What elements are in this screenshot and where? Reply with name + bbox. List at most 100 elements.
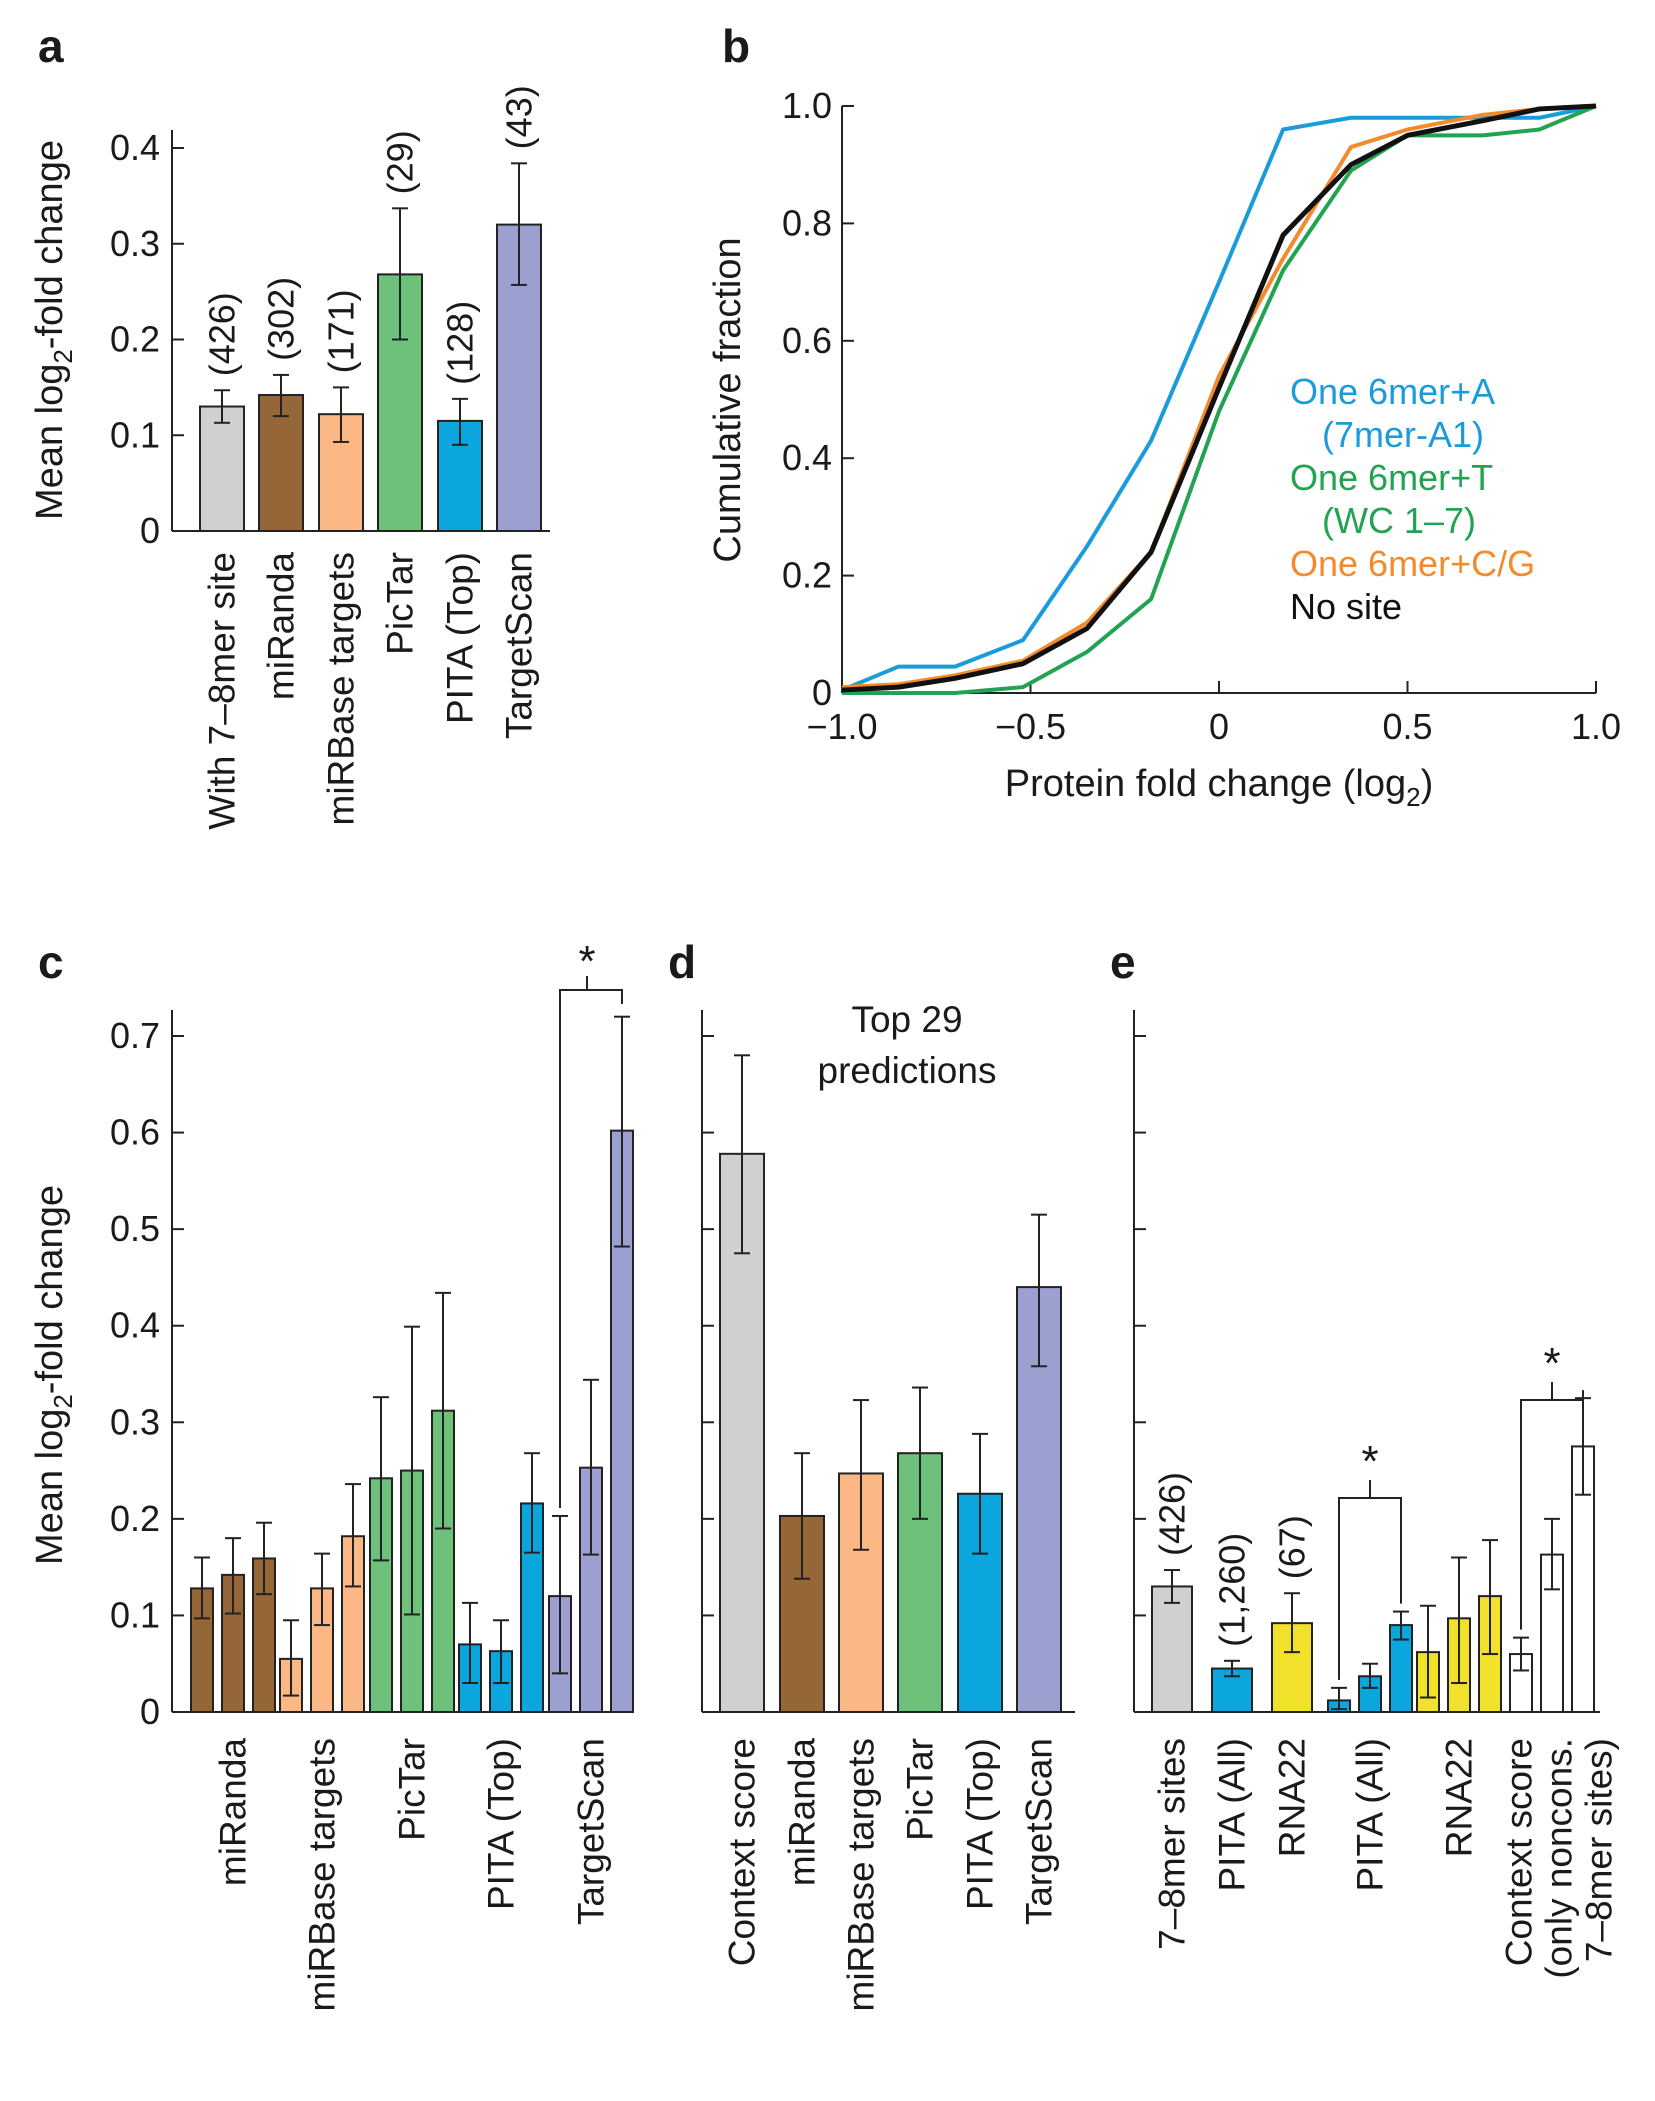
panel-d-category-2: miRBase targets bbox=[841, 1738, 882, 2012]
panel-b-legend-entry-2: One 6mer+T bbox=[1290, 457, 1493, 498]
panel-d-errorbar-2 bbox=[853, 1399, 869, 1551]
panel-a-errorbar-2 bbox=[333, 386, 349, 443]
panel-a-category-5: TargetScan bbox=[499, 552, 540, 739]
panel-c-ytick-label-5: 0.5 bbox=[110, 1208, 160, 1249]
panel-c-category-0: miRanda bbox=[213, 1738, 254, 1886]
panel-c-category-1: miRBase targets bbox=[302, 1738, 343, 2012]
panel-a-errorbar-4 bbox=[452, 397, 468, 446]
panel-c-ytick-label-1: 0.1 bbox=[110, 1594, 160, 1635]
panel-a-ytick-label-3: 0.3 bbox=[110, 223, 160, 264]
panel-b-x-axis-label-part1: Protein fold change (log bbox=[1005, 763, 1406, 805]
panel-c-ytick-label-4: 0.4 bbox=[110, 1305, 160, 1346]
panel-c-errorbar-3-0 bbox=[462, 1601, 478, 1685]
panel-d-errorbar-0 bbox=[734, 1054, 750, 1255]
panel-label-b: b bbox=[722, 20, 750, 72]
panel-d-category-0: Context score bbox=[722, 1738, 763, 1966]
panel-b-x-axis-label-part3: ) bbox=[1421, 763, 1434, 805]
panel-b-legend-entry-1: (7mer-A1) bbox=[1322, 414, 1484, 455]
panel-c-significance-star: * bbox=[578, 937, 595, 986]
panel-b-xtick-label-4: 1.0 bbox=[1571, 706, 1621, 747]
panel-c-errorbar-0-1 bbox=[225, 1537, 241, 1615]
panel-c-category-4: TargetScan bbox=[571, 1738, 612, 1925]
panel-b-line-chart: 0 0.2 0.4 0.6 0.8 1.0 −1.0 −0.5 0 0.5 1.0 Protein f… bbox=[707, 85, 1621, 812]
panel-label-a: a bbox=[38, 20, 64, 72]
panel-b-legend-entry-0: One 6mer+A bbox=[1290, 371, 1495, 412]
panel-b-series-line-2 bbox=[841, 104, 1597, 690]
panel-c-grouped-bar-chart: 0 0.1 0.2 0.3 0.4 0.5 0.6 0.7 Mean log2-fold cha… bbox=[29, 937, 634, 2012]
panel-c-ytick-label-3: 0.3 bbox=[110, 1401, 160, 1442]
panel-label-c: c bbox=[38, 936, 64, 988]
panel-e-errorbar-0-1 bbox=[1362, 1662, 1378, 1689]
panel-b-legend-entry-4: One 6mer+C/G bbox=[1290, 543, 1535, 584]
panel-b-series-line-0 bbox=[841, 104, 1597, 692]
panel-a-count-3: (29) bbox=[380, 130, 421, 194]
panel-a-category-1: miRanda bbox=[261, 552, 302, 700]
panel-c-errorbar-0-0 bbox=[194, 1556, 210, 1620]
panel-e-errorbar-1-0 bbox=[1420, 1604, 1436, 1699]
panel-c-errorbar-4-1 bbox=[583, 1378, 599, 1556]
panel-a-category-0: With 7–8mer site bbox=[202, 552, 243, 830]
panel-a-count-1: (302) bbox=[261, 277, 302, 361]
panel-d-category-3: PicTar bbox=[900, 1738, 941, 1841]
panel-a-count-2: (171) bbox=[321, 289, 362, 373]
panel-c-category-3: PITA (Top) bbox=[481, 1738, 522, 1910]
panel-e-count-0: (426) bbox=[1152, 1472, 1193, 1556]
panel-c-errorbar-4-0 bbox=[552, 1514, 568, 1675]
panel-e-category-6: (only noncons. bbox=[1539, 1738, 1580, 1979]
panel-b-ytick-label-2: 0.4 bbox=[782, 437, 832, 478]
panel-c-ytick-label-6: 0.6 bbox=[110, 1112, 160, 1153]
panel-a-ytick-label-2: 0.2 bbox=[110, 319, 160, 360]
panel-d-category-1: miRanda bbox=[782, 1738, 823, 1886]
panel-d-errorbar-3 bbox=[912, 1386, 928, 1520]
panel-a-count-5: (43) bbox=[499, 85, 540, 149]
panel-e-errorbar-2-1 bbox=[1544, 1517, 1560, 1591]
panel-d-title-line-2: predictions bbox=[818, 1050, 997, 1091]
panel-d-bar-chart: Top 29 predictions Context score miRanda miR… bbox=[701, 999, 1075, 2012]
panel-e-significance-pita-star: * bbox=[1361, 1437, 1378, 1486]
panel-a-bar-chart: 0 0.1 0.2 0.3 0.4 Mean log2-fold change (426) W… bbox=[29, 85, 550, 830]
panel-a-errorbar-0 bbox=[214, 389, 230, 424]
panel-a-y-axis-label-part3: -fold change bbox=[29, 140, 71, 349]
panel-c-errorbar-2-1 bbox=[404, 1325, 420, 1616]
panel-c-ytick-label-7: 0.7 bbox=[110, 1015, 160, 1056]
panel-e-category-1: PITA (All) bbox=[1212, 1738, 1253, 1892]
panel-a-category-3: PicTar bbox=[380, 552, 421, 655]
panel-b-ytick-label-0: 0 bbox=[812, 672, 832, 713]
panel-c-errorbar-1-2 bbox=[345, 1483, 361, 1588]
panel-c-errorbar-2-0 bbox=[373, 1396, 389, 1562]
panel-a-count-0: (426) bbox=[202, 292, 243, 376]
panel-b-series-line-3 bbox=[841, 103, 1597, 693]
panel-c-y-axis-label: Mean log2-fold change bbox=[29, 1185, 78, 1565]
panel-b-series-line-1 bbox=[842, 104, 1597, 695]
panel-c-errorbar-3-2 bbox=[524, 1452, 540, 1554]
panel-e-bar-chart: (426) (1,260) (67) 7–8mer sites PITA (All) RN… bbox=[1133, 1010, 1620, 1979]
panel-e-bar-single-0 bbox=[1151, 1585, 1193, 1714]
panel-e-category-2: RNA22 bbox=[1272, 1738, 1313, 1857]
panel-c-errorbar-2-2 bbox=[435, 1291, 451, 1530]
panel-c-y-axis-label-subscript: 2 bbox=[48, 1394, 78, 1408]
panel-b-ytick-label-1: 0.2 bbox=[782, 555, 832, 596]
panel-label-e: e bbox=[1110, 936, 1136, 988]
panel-e-errorbar-single-1 bbox=[1224, 1659, 1240, 1678]
panel-d-errorbar-5 bbox=[1031, 1213, 1047, 1368]
panel-b-x-axis-label: Protein fold change (log2) bbox=[1005, 763, 1434, 812]
panel-b-xtick-label-2: 0 bbox=[1209, 706, 1229, 747]
panel-b-ytick-label-4: 0.8 bbox=[782, 202, 832, 243]
panel-c-y-axis-label-part3: -fold change bbox=[29, 1185, 71, 1394]
panel-c-ytick-label-0: 0 bbox=[140, 1691, 160, 1732]
panel-e-errorbar-1-2 bbox=[1482, 1539, 1498, 1656]
panel-a-ytick-label-0: 0 bbox=[140, 510, 160, 551]
panel-e-errorbar-single-0 bbox=[1164, 1569, 1180, 1604]
panel-c-errorbar-0-2 bbox=[256, 1521, 272, 1596]
panel-e-category-0: 7–8mer sites bbox=[1152, 1738, 1193, 1950]
panel-e-errorbar-0-0 bbox=[1331, 1686, 1347, 1711]
panel-e-category-4: RNA22 bbox=[1439, 1738, 1480, 1857]
panel-d-errorbar-4 bbox=[972, 1432, 988, 1555]
panel-a-errorbar-5 bbox=[511, 162, 527, 286]
panel-a-y-axis-label-subscript: 2 bbox=[48, 349, 78, 363]
panel-b-legend-entry-5: No site bbox=[1290, 586, 1402, 627]
panel-b-y-axis-label: Cumulative fraction bbox=[707, 237, 749, 562]
panel-a-category-2: miRBase targets bbox=[321, 552, 362, 826]
panel-a-ytick-label-1: 0.1 bbox=[110, 414, 160, 455]
